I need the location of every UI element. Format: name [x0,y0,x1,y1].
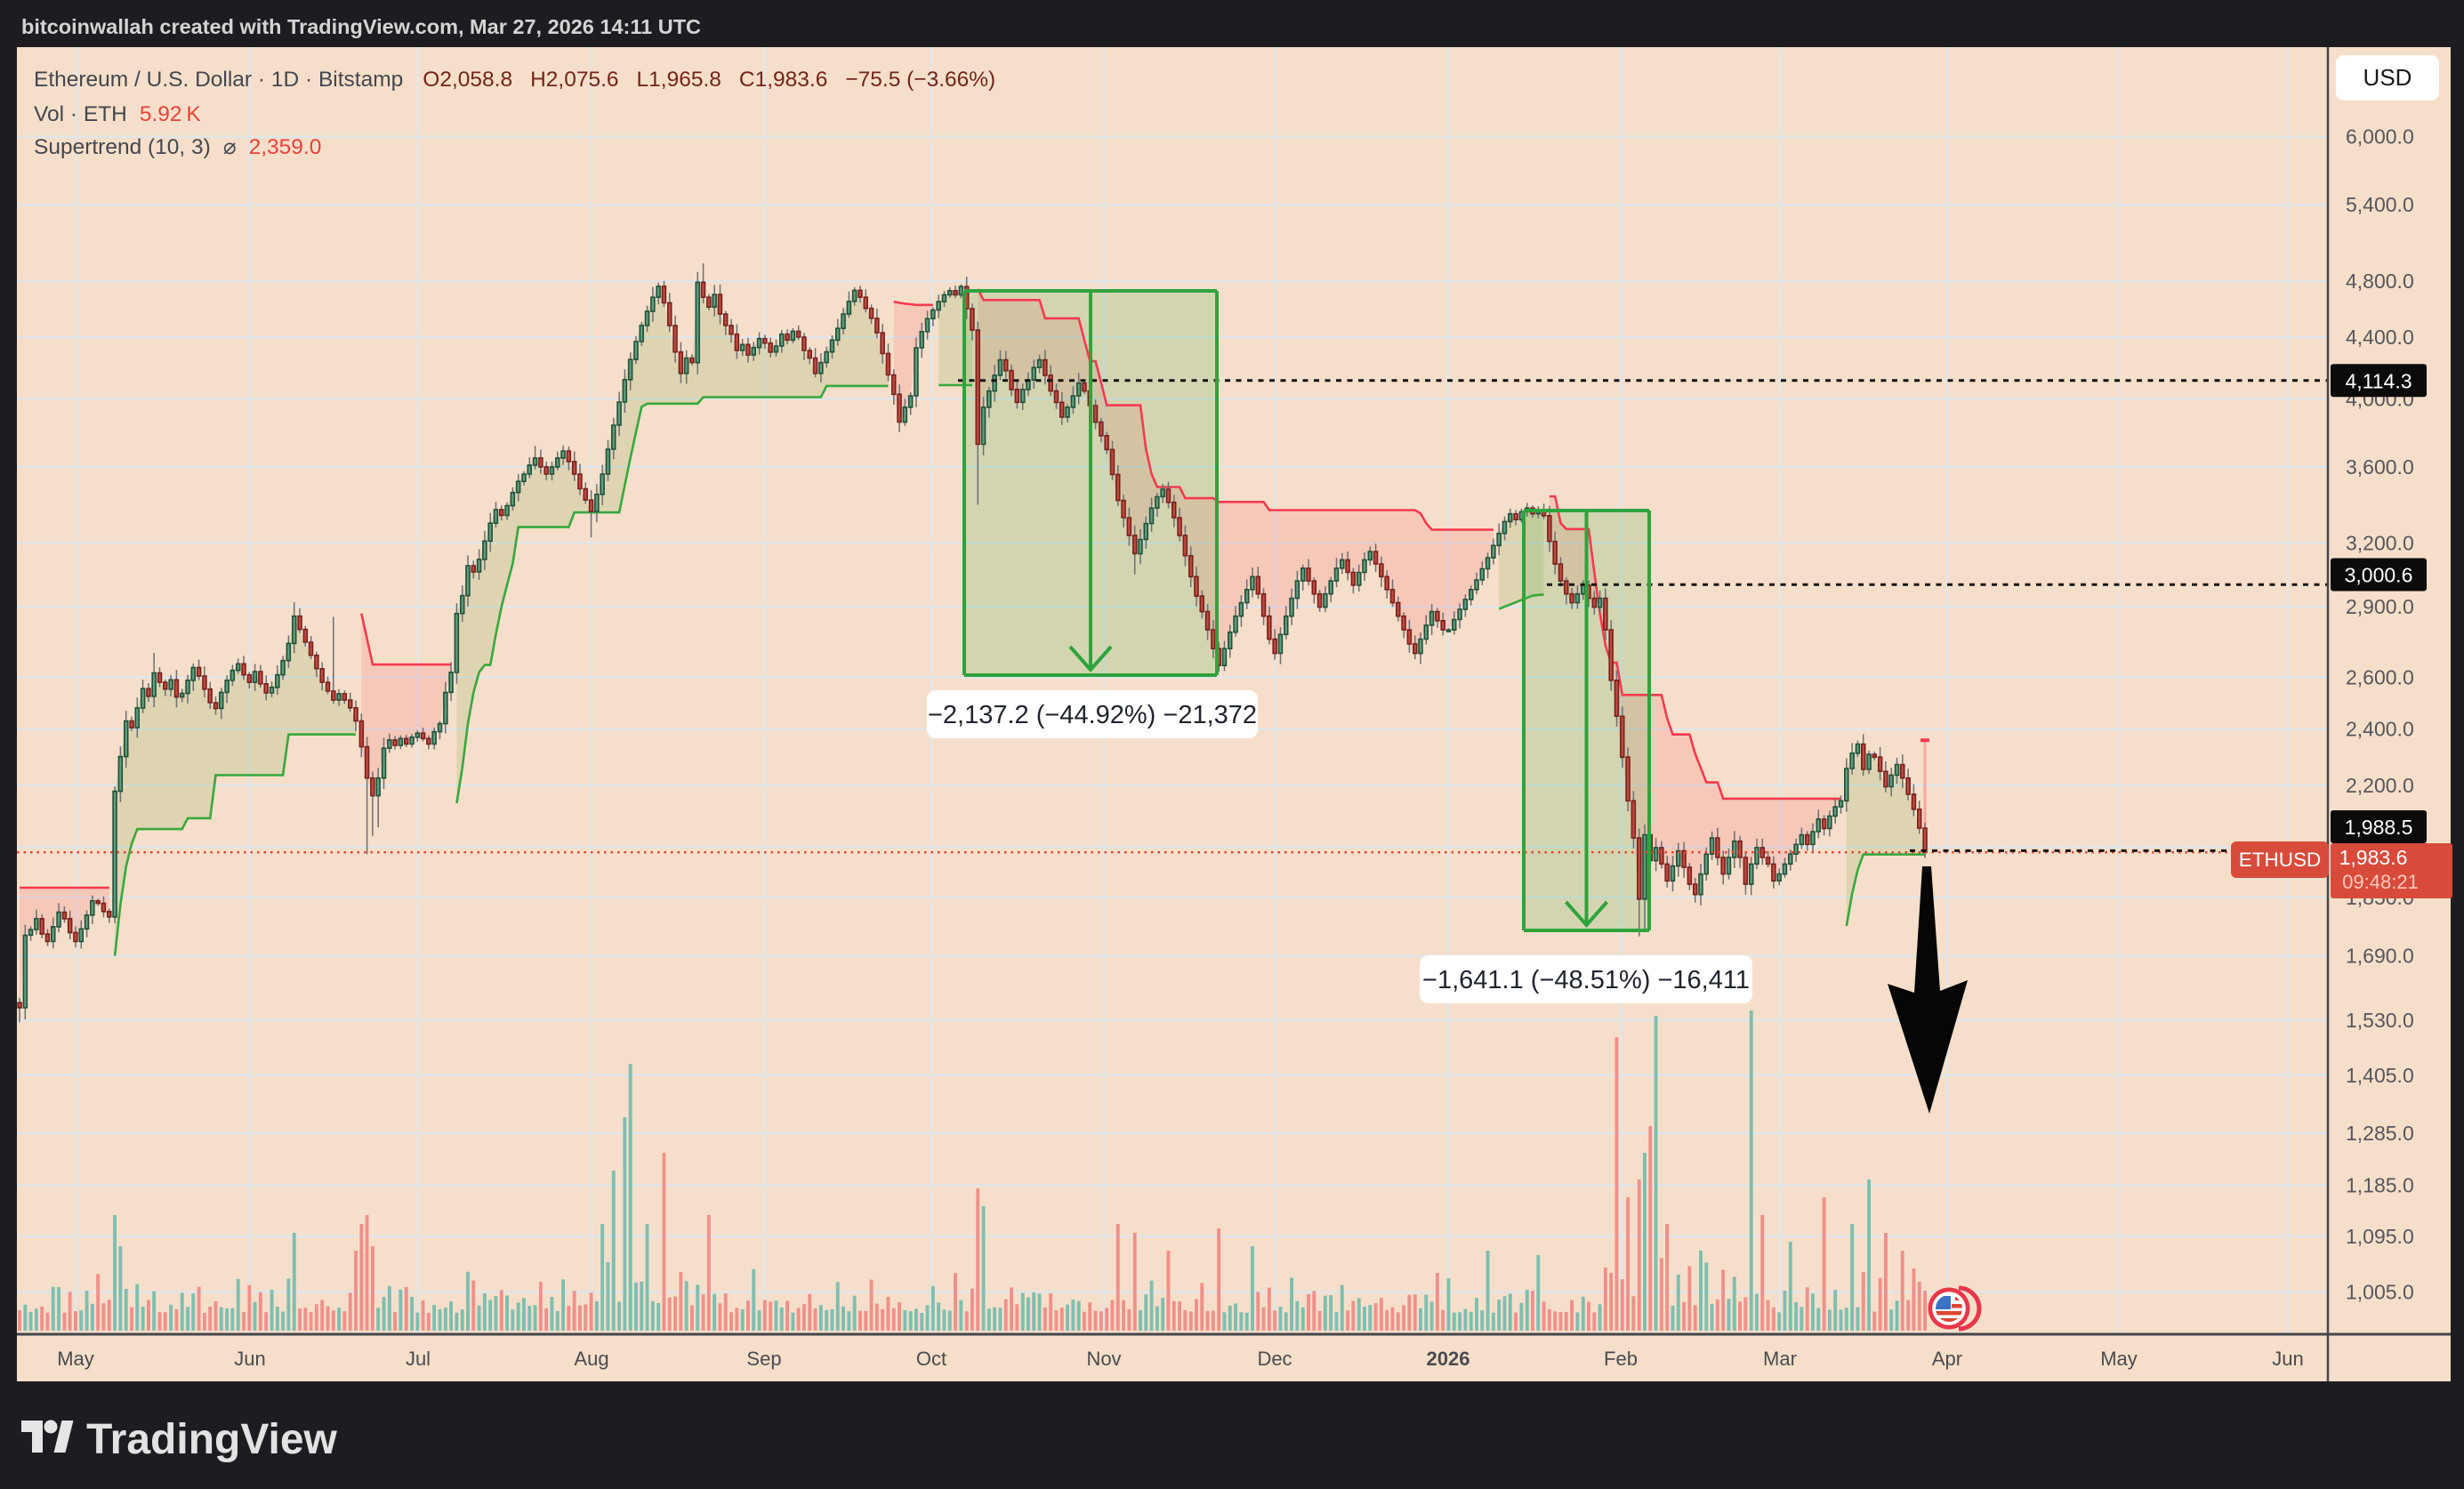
svg-text:−1,641.1 (−48.51%) −16,411: −1,641.1 (−48.51%) −16,411 [1422,966,1750,994]
svg-text:Nov: Nov [1086,1348,1121,1370]
svg-text:May: May [2100,1348,2138,1370]
svg-text:2,400.0: 2,400.0 [2346,718,2414,741]
svg-text:1,405.0: 1,405.0 [2346,1064,2414,1087]
svg-text:1,988.5: 1,988.5 [2345,816,2413,839]
svg-text:4,800.0: 4,800.0 [2346,270,2414,293]
svg-text:2,200.0: 2,200.0 [2346,774,2414,797]
svg-text:2,600.0: 2,600.0 [2346,666,2414,689]
svg-text:USD: USD [2363,64,2412,91]
svg-text:Feb: Feb [1604,1348,1638,1370]
svg-text:Apr: Apr [1932,1348,1962,1370]
svg-text:1,005.0: 1,005.0 [2346,1281,2414,1304]
svg-text:−2,137.2 (−44.92%) −21,372: −2,137.2 (−44.92%) −21,372 [928,701,1257,729]
svg-text:09:48:21: 09:48:21 [2342,871,2419,893]
svg-text:Dec: Dec [1257,1348,1292,1370]
svg-text:3,000.6: 3,000.6 [2345,564,2413,587]
svg-text:bitcoinwallah created with Tra: bitcoinwallah created with TradingView.c… [21,15,701,38]
svg-text:1,530.0: 1,530.0 [2346,1009,2414,1032]
svg-text:ETHUSD: ETHUSD [2239,849,2322,871]
svg-text:3,200.0: 3,200.0 [2346,532,2414,555]
svg-text:Oct: Oct [916,1348,946,1370]
svg-text:Jul: Jul [406,1348,431,1370]
svg-text:4,114.3: 4,114.3 [2345,369,2412,392]
svg-text:5,400.0: 5,400.0 [2346,193,2414,216]
svg-text:Aug: Aug [574,1348,608,1370]
svg-text:1,983.6: 1,983.6 [2339,846,2408,869]
svg-text:6,000.0: 6,000.0 [2346,125,2414,149]
svg-text:TradingView: TradingView [86,1416,338,1463]
svg-text:1,095.0: 1,095.0 [2346,1225,2414,1248]
svg-text:1,690.0: 1,690.0 [2346,945,2414,968]
svg-text:Mar: Mar [1763,1348,1797,1370]
svg-text:4,400.0: 4,400.0 [2346,326,2414,349]
svg-text:Sep: Sep [746,1348,781,1370]
svg-text:Supertrend (10, 3)⌀2,359.0: Supertrend (10, 3) ⌀ 2,359.0 [34,135,321,159]
svg-text:1,285.0: 1,285.0 [2346,1122,2414,1145]
svg-text:3,600.0: 3,600.0 [2346,455,2414,479]
svg-text:Jun: Jun [2272,1348,2303,1370]
svg-text:1,185.0: 1,185.0 [2346,1174,2414,1197]
svg-text:May: May [57,1348,94,1370]
svg-text:2,900.0: 2,900.0 [2346,595,2414,618]
svg-text:Jun: Jun [234,1348,265,1370]
svg-text:2026: 2026 [1427,1348,1470,1370]
